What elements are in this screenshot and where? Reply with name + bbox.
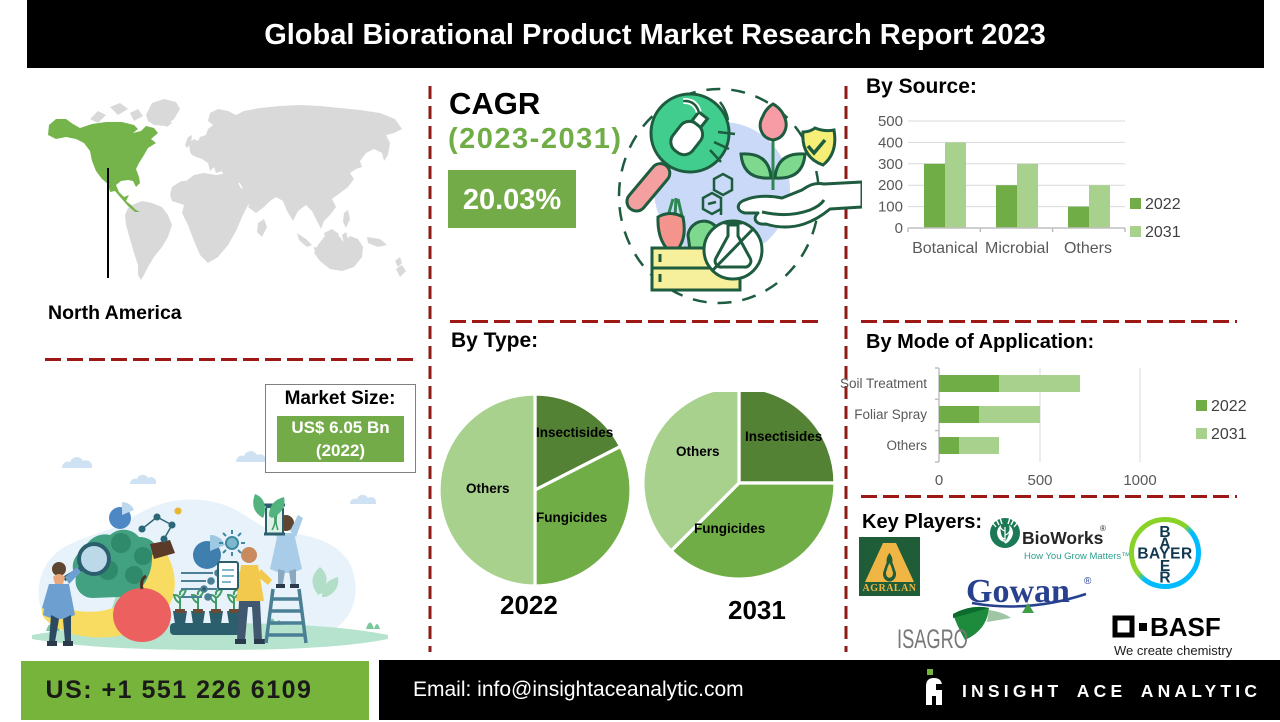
- svg-text:®: ®: [1084, 576, 1092, 587]
- svg-text:Microbial: Microbial: [985, 240, 1049, 257]
- svg-text:ISAGRO: ISAGRO: [897, 624, 968, 653]
- svg-text:BioWorks: BioWorks: [1022, 528, 1104, 548]
- svg-text:100: 100: [878, 199, 903, 216]
- svg-text:Soil Treatment: Soil Treatment: [840, 376, 927, 391]
- svg-text:500: 500: [878, 113, 903, 130]
- svg-text:0: 0: [895, 220, 903, 237]
- svg-text:2022: 2022: [1145, 196, 1181, 213]
- svg-text:How You Grow Matters™: How You Grow Matters™: [1024, 551, 1131, 562]
- svg-text:400: 400: [878, 134, 903, 151]
- svg-text:200: 200: [878, 177, 903, 194]
- svg-text:300: 300: [878, 156, 903, 173]
- svg-text:A: A: [1159, 536, 1170, 553]
- svg-text:We create chemistry: We create chemistry: [1114, 643, 1233, 658]
- svg-text:2031: 2031: [1211, 426, 1247, 443]
- svg-text:®: ®: [1100, 524, 1106, 533]
- svg-text:Foliar Spray: Foliar Spray: [854, 407, 927, 422]
- svg-text:R: R: [1159, 570, 1170, 587]
- svg-text:E: E: [1160, 558, 1170, 575]
- svg-text:BAYER: BAYER: [1137, 546, 1192, 563]
- svg-text:Others: Others: [886, 438, 927, 453]
- svg-text:BASF: BASF: [1150, 614, 1221, 642]
- svg-text:B: B: [1159, 524, 1170, 541]
- svg-text:AGRALAN: AGRALAN: [862, 583, 916, 594]
- svg-text:2031: 2031: [1145, 224, 1181, 241]
- svg-text:Others: Others: [1064, 240, 1112, 257]
- svg-text:0: 0: [935, 472, 943, 489]
- svg-text:1000: 1000: [1123, 472, 1156, 489]
- svg-text:Botanical: Botanical: [912, 240, 978, 257]
- svg-text:2022: 2022: [1211, 398, 1247, 415]
- svg-text:500: 500: [1027, 472, 1052, 489]
